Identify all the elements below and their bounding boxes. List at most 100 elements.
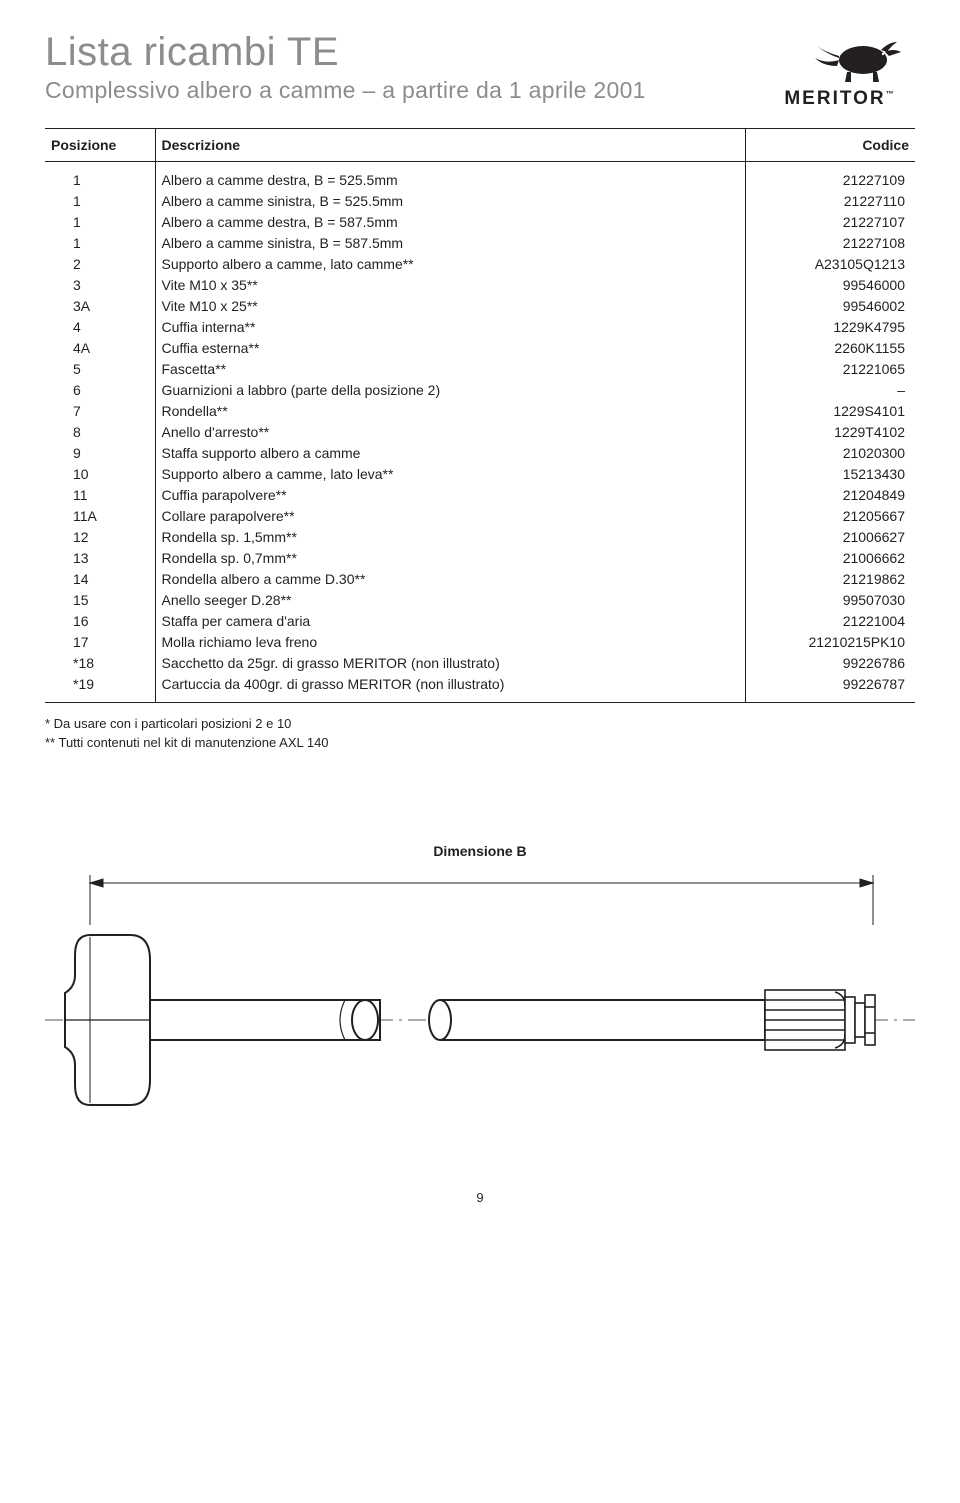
cell-codice: 21227109 bbox=[745, 162, 915, 191]
cell-descrizione: Vite M10 x 25** bbox=[155, 296, 745, 317]
cell-codice: 1229S4101 bbox=[745, 401, 915, 422]
cell-codice: 21227107 bbox=[745, 212, 915, 233]
cell-descrizione: Molla richiamo leva freno bbox=[155, 632, 745, 653]
cell-codice: 2260K1155 bbox=[745, 338, 915, 359]
cell-posizione: *19 bbox=[45, 674, 155, 703]
cell-posizione: 17 bbox=[45, 632, 155, 653]
cell-posizione: 7 bbox=[45, 401, 155, 422]
cell-posizione: 4 bbox=[45, 317, 155, 338]
cell-codice: 21219862 bbox=[745, 569, 915, 590]
col-codice: Codice bbox=[745, 129, 915, 162]
cell-codice: 21227110 bbox=[745, 191, 915, 212]
footnote-line: * Da usare con i particolari posizioni 2… bbox=[45, 715, 915, 734]
cell-posizione: 10 bbox=[45, 464, 155, 485]
cell-posizione: 8 bbox=[45, 422, 155, 443]
footnote-line: ** Tutti contenuti nel kit di manutenzio… bbox=[45, 734, 915, 753]
cell-codice: 99226787 bbox=[745, 674, 915, 703]
cell-posizione: 1 bbox=[45, 233, 155, 254]
table-row: 4ACuffia esterna**2260K1155 bbox=[45, 338, 915, 359]
cell-descrizione: Cuffia parapolvere** bbox=[155, 485, 745, 506]
cell-posizione: 11 bbox=[45, 485, 155, 506]
cell-descrizione: Albero a camme destra, B = 587.5mm bbox=[155, 212, 745, 233]
cell-codice: 21221004 bbox=[745, 611, 915, 632]
cell-codice: 21210215PK10 bbox=[745, 632, 915, 653]
table-row: 14Rondella albero a camme D.30**21219862 bbox=[45, 569, 915, 590]
cell-descrizione: Albero a camme sinistra, B = 587.5mm bbox=[155, 233, 745, 254]
cell-posizione: 3 bbox=[45, 275, 155, 296]
table-row: 3AVite M10 x 25**99546002 bbox=[45, 296, 915, 317]
bull-icon bbox=[765, 32, 915, 87]
table-row: 13Rondella sp. 0,7mm**21006662 bbox=[45, 548, 915, 569]
table-row: *18Sacchetto da 25gr. di grasso MERITOR … bbox=[45, 653, 915, 674]
table-row: 12Rondella sp. 1,5mm**21006627 bbox=[45, 527, 915, 548]
table-row: 7Rondella**1229S4101 bbox=[45, 401, 915, 422]
cell-posizione: 15 bbox=[45, 590, 155, 611]
cell-posizione: 3A bbox=[45, 296, 155, 317]
cell-descrizione: Guarnizioni a labbro (parte della posizi… bbox=[155, 380, 745, 401]
footnotes: * Da usare con i particolari posizioni 2… bbox=[45, 715, 915, 753]
cell-posizione: 13 bbox=[45, 548, 155, 569]
table-row: 3Vite M10 x 35**99546000 bbox=[45, 275, 915, 296]
table-row: 11Cuffia parapolvere**21204849 bbox=[45, 485, 915, 506]
table-row: 1Albero a camme destra, B = 587.5mm21227… bbox=[45, 212, 915, 233]
table-row: 6Guarnizioni a labbro (parte della posiz… bbox=[45, 380, 915, 401]
table-row: 8Anello d'arresto**1229T4102 bbox=[45, 422, 915, 443]
cell-posizione: 1 bbox=[45, 162, 155, 191]
cell-codice: 21221065 bbox=[745, 359, 915, 380]
table-row: *19Cartuccia da 400gr. di grasso MERITOR… bbox=[45, 674, 915, 703]
cell-descrizione: Rondella sp. 0,7mm** bbox=[155, 548, 745, 569]
table-row: 1Albero a camme sinistra, B = 587.5mm212… bbox=[45, 233, 915, 254]
table-row: 16Staffa per camera d'aria21221004 bbox=[45, 611, 915, 632]
page-title: Lista ricambi TE bbox=[45, 30, 765, 75]
cell-posizione: 2 bbox=[45, 254, 155, 275]
cell-descrizione: Anello d'arresto** bbox=[155, 422, 745, 443]
logo-text: MERITOR™ bbox=[765, 88, 915, 110]
table-row: 10Supporto albero a camme, lato leva**15… bbox=[45, 464, 915, 485]
col-posizione: Posizione bbox=[45, 129, 155, 162]
cell-codice: 1229K4795 bbox=[745, 317, 915, 338]
cell-descrizione: Vite M10 x 35** bbox=[155, 275, 745, 296]
cell-codice: 21205667 bbox=[745, 506, 915, 527]
cell-posizione: 1 bbox=[45, 212, 155, 233]
cell-descrizione: Rondella sp. 1,5mm** bbox=[155, 527, 745, 548]
cell-codice: 99546002 bbox=[745, 296, 915, 317]
cell-descrizione: Supporto albero a camme, lato leva** bbox=[155, 464, 745, 485]
cell-codice: 21020300 bbox=[745, 443, 915, 464]
camshaft-diagram bbox=[45, 865, 915, 1125]
cell-codice: 15213430 bbox=[745, 464, 915, 485]
cell-posizione: 4A bbox=[45, 338, 155, 359]
cell-posizione: 9 bbox=[45, 443, 155, 464]
cell-descrizione: Anello seeger D.28** bbox=[155, 590, 745, 611]
cell-descrizione: Staffa supporto albero a camme bbox=[155, 443, 745, 464]
cell-codice: 21006662 bbox=[745, 548, 915, 569]
table-row: 15Anello seeger D.28**99507030 bbox=[45, 590, 915, 611]
cell-codice: 99507030 bbox=[745, 590, 915, 611]
col-descrizione: Descrizione bbox=[155, 129, 745, 162]
cell-posizione: 5 bbox=[45, 359, 155, 380]
cell-posizione: 16 bbox=[45, 611, 155, 632]
table-row: 11ACollare parapolvere**21205667 bbox=[45, 506, 915, 527]
dimension-label: Dimensione B bbox=[45, 843, 915, 859]
cell-descrizione: Cuffia interna** bbox=[155, 317, 745, 338]
cell-descrizione: Rondella albero a camme D.30** bbox=[155, 569, 745, 590]
cell-codice: 21204849 bbox=[745, 485, 915, 506]
cell-posizione: *18 bbox=[45, 653, 155, 674]
cell-posizione: 11A bbox=[45, 506, 155, 527]
cell-posizione: 6 bbox=[45, 380, 155, 401]
table-header-row: Posizione Descrizione Codice bbox=[45, 129, 915, 162]
table-row: 1Albero a camme sinistra, B = 525.5mm212… bbox=[45, 191, 915, 212]
cell-descrizione: Cartuccia da 400gr. di grasso MERITOR (n… bbox=[155, 674, 745, 703]
cell-descrizione: Albero a camme destra, B = 525.5mm bbox=[155, 162, 745, 191]
table-row: 1Albero a camme destra, B = 525.5mm21227… bbox=[45, 162, 915, 191]
cell-codice: 1229T4102 bbox=[745, 422, 915, 443]
cell-descrizione: Fascetta** bbox=[155, 359, 745, 380]
title-block: Lista ricambi TE Complessivo albero a ca… bbox=[45, 30, 765, 104]
diagram: Dimensione B bbox=[45, 843, 915, 1130]
cell-descrizione: Albero a camme sinistra, B = 525.5mm bbox=[155, 191, 745, 212]
cell-posizione: 14 bbox=[45, 569, 155, 590]
table-row: 9Staffa supporto albero a camme21020300 bbox=[45, 443, 915, 464]
table-row: 5Fascetta**21221065 bbox=[45, 359, 915, 380]
cell-posizione: 1 bbox=[45, 191, 155, 212]
cell-descrizione: Sacchetto da 25gr. di grasso MERITOR (no… bbox=[155, 653, 745, 674]
cell-descrizione: Supporto albero a camme, lato camme** bbox=[155, 254, 745, 275]
